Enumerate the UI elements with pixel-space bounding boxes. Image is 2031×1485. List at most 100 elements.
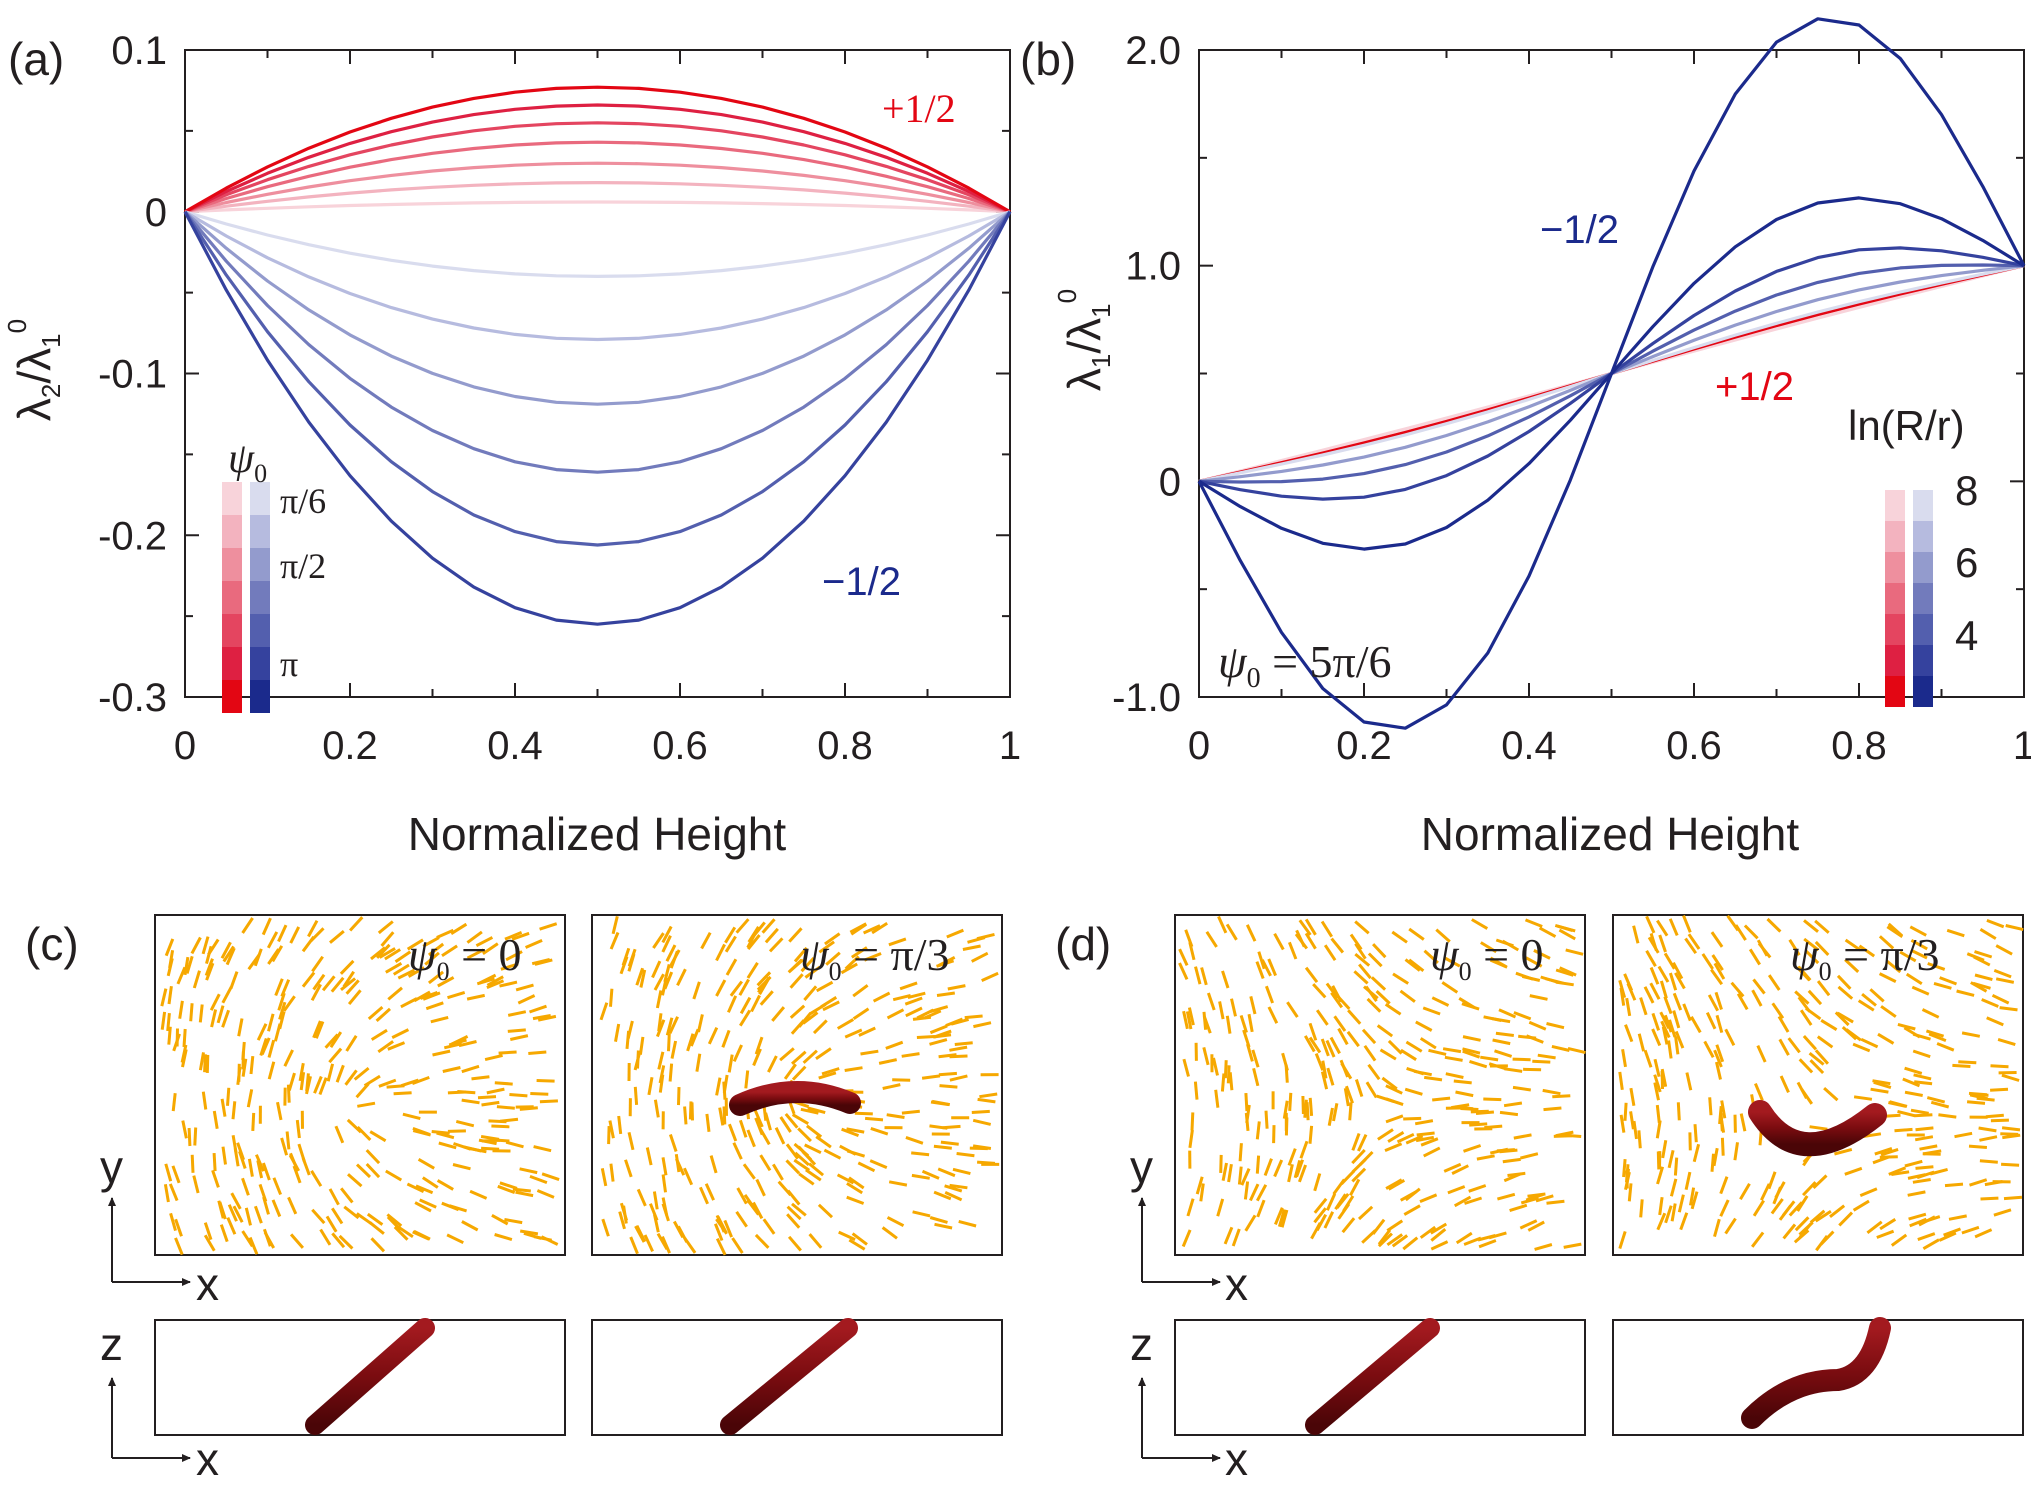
b-legend-swatches-blue-0 — [1913, 490, 1933, 521]
field-c2-dash — [818, 1071, 837, 1080]
field-c2-dash — [752, 1048, 762, 1067]
field-c1-dash — [222, 945, 235, 963]
field-d1-dash — [1308, 1022, 1318, 1041]
field-c2-dash — [627, 1131, 635, 1151]
field-d2-dash — [1712, 1147, 1719, 1167]
field-d2-dash — [1980, 1196, 1999, 1201]
field-d2-dash — [1656, 919, 1669, 937]
panel-d-side-2-rod — [1741, 1317, 1891, 1429]
field-d1-dash — [1495, 938, 1514, 948]
field-d1-dash — [1246, 1043, 1254, 1062]
field-c2-dash — [870, 1126, 889, 1136]
field-d2-dash — [1756, 1044, 1767, 1063]
b-legend-swatches-blue-6 — [1913, 676, 1933, 707]
field-c2-dash — [784, 1112, 799, 1129]
field-c1-dash — [171, 1093, 177, 1112]
field-d2-dash — [1677, 1194, 1685, 1213]
field-d1-dash — [1442, 1047, 1462, 1054]
field-c1-dash — [356, 1126, 372, 1141]
field-d2-dash — [1685, 1072, 1693, 1091]
field-d2-dash — [1619, 1114, 1626, 1133]
field-d1-dash — [1447, 1185, 1466, 1195]
field-c2-dash — [705, 1113, 711, 1132]
field-c1-dash — [392, 963, 410, 976]
field-c1-dash — [280, 1137, 289, 1156]
field-d1-dash — [1403, 1204, 1421, 1216]
field-d1-dash — [1468, 1184, 1487, 1193]
field-d1-dash — [1349, 1178, 1361, 1197]
field-c1-dash — [355, 1163, 372, 1179]
field-d1-dash — [1214, 1089, 1220, 1108]
field-c2-dash — [742, 1163, 756, 1180]
field-d2-dash — [1993, 969, 2012, 979]
field-c2-dash — [675, 1158, 686, 1176]
field-d2-dash — [1904, 1066, 1923, 1075]
field-d2-dash — [1844, 938, 1862, 952]
field-c2-dash — [699, 1186, 709, 1205]
field-d2-dash — [1643, 1049, 1653, 1068]
field-d2-dash — [1804, 949, 1820, 965]
field-d1-dash — [1552, 1094, 1571, 1099]
field-d1-dash — [1212, 1057, 1219, 1076]
field-d2-dash — [1658, 1196, 1664, 1216]
field-c1-dash — [230, 1192, 242, 1210]
field-c2-dash — [976, 1160, 996, 1165]
field-c1-dash — [289, 926, 301, 944]
field-c2-dash — [971, 1109, 990, 1114]
field-d2-dash — [1873, 1080, 1892, 1090]
panel-a: (a) -0.3 -0.2 -0.1 0 0.1 0 0.2 0.4 0.6 0.8 1 Norm… — [2, 29, 1021, 860]
b-legend-swatches-red-5 — [1885, 645, 1905, 676]
field-c2-dash — [962, 944, 981, 951]
field-d1-dash — [1354, 942, 1367, 960]
b-legend-swatches-blue-4 — [1913, 614, 1933, 645]
field-d2-dash — [1733, 1142, 1739, 1161]
field-d1-dash — [1563, 1242, 1582, 1249]
field-c2-dash — [609, 988, 614, 1007]
field-c1-dash — [311, 1208, 326, 1225]
a-series-line-5 — [184, 103, 1011, 214]
a-xtick-label: 0.6 — [652, 724, 708, 768]
field-c1-dash — [505, 1140, 524, 1149]
field-d1-dash — [1408, 958, 1425, 972]
field-d1-dash — [1497, 1192, 1516, 1201]
field-c1-dash — [345, 979, 360, 995]
field-c2-dash — [846, 1182, 863, 1195]
field-c1-dash — [486, 1087, 505, 1095]
field-c2-dash — [921, 1169, 940, 1180]
field-c2-dash — [724, 926, 737, 944]
field-d2-dash — [1897, 1022, 1916, 1031]
field-c1-dash — [277, 924, 288, 943]
field-c2-dash — [964, 1014, 983, 1020]
field-d1-dash — [1245, 924, 1257, 942]
field-c1-dash — [301, 1157, 311, 1176]
field-c2-dash — [609, 1163, 615, 1182]
field-c1-dash — [377, 1040, 394, 1054]
a-ytick-label: 0.1 — [111, 29, 167, 73]
field-d2-dash — [1911, 985, 1930, 996]
field-c1-dash — [255, 1154, 265, 1172]
field-d1-dash — [1227, 1163, 1233, 1183]
field-d1-dash — [1351, 1132, 1361, 1151]
field-c1-dash — [256, 1160, 264, 1179]
field-d1-dash — [1363, 985, 1379, 1000]
field-c1-dash — [407, 966, 425, 978]
field-c2-dash — [790, 1019, 806, 1035]
field-d1-dash — [1551, 1044, 1570, 1052]
field-c1-dash — [375, 1007, 392, 1023]
field-d1-dash — [1363, 1044, 1377, 1062]
b-xtick-label: 0.4 — [1501, 724, 1557, 768]
field-d2-dash — [1771, 1002, 1785, 1020]
field-d2-dash — [1715, 1044, 1725, 1063]
panel-c-xz-axes: z x — [100, 1318, 219, 1485]
field-d1-dash — [1249, 1183, 1260, 1202]
field-d1-dash — [1226, 1065, 1231, 1084]
field-d2-dash — [1944, 1182, 1964, 1188]
field-c1-dash — [329, 1031, 343, 1049]
a-xtick-label: 0.2 — [322, 724, 378, 768]
panel-d-x-axis-letter-2: x — [1225, 1433, 1248, 1485]
field-d1-dash — [1354, 1079, 1364, 1098]
field-c1-dash — [438, 1141, 457, 1150]
field-d1-dash — [1443, 1162, 1462, 1173]
field-d2-dash — [1880, 1147, 1899, 1157]
field-d1-dash — [1231, 1228, 1241, 1247]
